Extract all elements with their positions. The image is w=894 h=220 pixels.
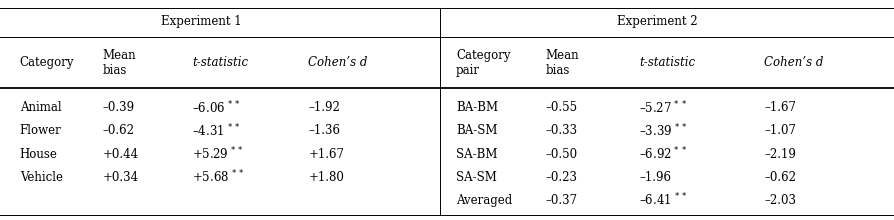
Text: –6.41$^{\,**}$: –6.41$^{\,**}$ [639,192,687,209]
Text: +5.29$^{\,**}$: +5.29$^{\,**}$ [192,146,244,162]
Text: –0.33: –0.33 [545,124,578,138]
Text: BA-SM: BA-SM [456,124,497,138]
Text: –0.39: –0.39 [103,101,135,114]
Text: +1.67: +1.67 [308,147,344,161]
Text: Category: Category [20,56,74,69]
Text: Animal: Animal [20,101,62,114]
Text: –6.06$^{\,**}$: –6.06$^{\,**}$ [192,99,240,116]
Text: Cohen’s d: Cohen’s d [308,56,367,69]
Text: –2.03: –2.03 [764,194,797,207]
Text: –0.62: –0.62 [764,170,797,184]
Text: Cohen’s d: Cohen’s d [764,56,823,69]
Text: –0.37: –0.37 [545,194,578,207]
Text: Experiment 1: Experiment 1 [161,15,241,29]
Text: –2.19: –2.19 [764,147,797,161]
Text: –5.27$^{\,**}$: –5.27$^{\,**}$ [639,99,687,116]
Text: –1.92: –1.92 [308,101,341,114]
Text: –1.67: –1.67 [764,101,797,114]
Text: SA-BM: SA-BM [456,147,497,161]
Text: SA-SM: SA-SM [456,170,497,184]
Text: –1.36: –1.36 [308,124,341,138]
Text: –4.31$^{\,**}$: –4.31$^{\,**}$ [192,123,240,139]
Text: –1.96: –1.96 [639,170,671,184]
Text: –1.07: –1.07 [764,124,797,138]
Text: +0.34: +0.34 [103,170,139,184]
Text: +1.80: +1.80 [308,170,344,184]
Text: t-statistic: t-statistic [639,56,696,69]
Text: –3.39$^{\,**}$: –3.39$^{\,**}$ [639,123,687,139]
Text: +0.44: +0.44 [103,147,139,161]
Text: –0.23: –0.23 [545,170,578,184]
Text: –0.50: –0.50 [545,147,578,161]
Text: Mean
bias: Mean bias [103,49,137,77]
Text: Averaged: Averaged [456,194,512,207]
Text: Experiment 2: Experiment 2 [617,15,697,29]
Text: House: House [20,147,57,161]
Text: BA-BM: BA-BM [456,101,498,114]
Text: –0.55: –0.55 [545,101,578,114]
Text: Mean
bias: Mean bias [545,49,579,77]
Text: –6.92$^{\,**}$: –6.92$^{\,**}$ [639,146,687,162]
Text: Category
pair: Category pair [456,49,510,77]
Text: +5.68$^{\,**}$: +5.68$^{\,**}$ [192,169,245,185]
Text: Flower: Flower [20,124,62,138]
Text: Vehicle: Vehicle [20,170,63,184]
Text: –0.62: –0.62 [103,124,135,138]
Text: t-statistic: t-statistic [192,56,249,69]
